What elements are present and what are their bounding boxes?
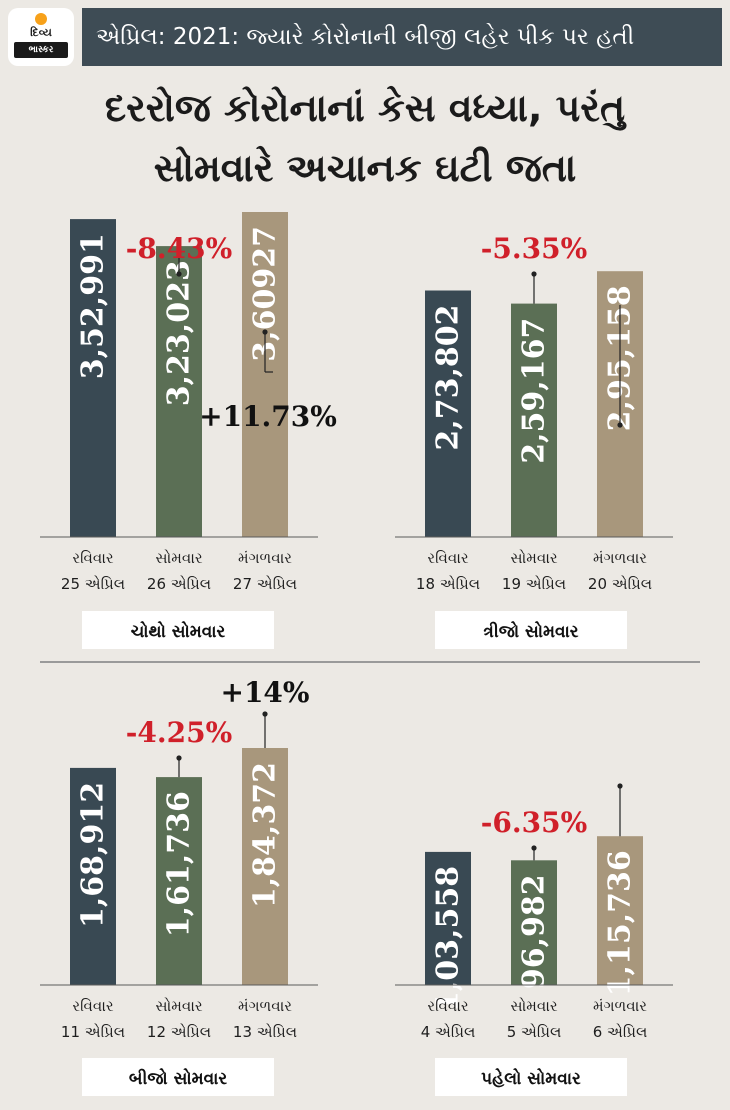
brand-logo: દિવ્ય ભાસ્કર [8, 8, 74, 66]
bar [511, 860, 557, 985]
day-label: રવિવાર [427, 997, 469, 1015]
header-title: એપ્રિલ: 2021: જ્યારે કોરોનાની બીજી લહેર … [82, 8, 722, 66]
date-label: 12 એપ્રિલ [147, 1023, 211, 1041]
day-label: મંગળવાર [593, 997, 647, 1015]
date-label: 27 એપ્રિલ [233, 575, 297, 593]
chart-label: બીજો સોમવાર [129, 1067, 228, 1089]
day-label: સોમવાર [155, 549, 203, 567]
title-line1: દરરોજ કોરોનાનાં કેસ વધ્યા, પરંતુ [104, 86, 626, 130]
date-label: 25 એપ્રિલ [61, 575, 125, 593]
bar [511, 303, 557, 537]
date-label: 19 એપ્રિલ [502, 575, 566, 593]
date-label: 5 એપ્રિલ [507, 1023, 562, 1041]
bar-value-label: 96,982 [517, 874, 552, 989]
change-dot [262, 329, 268, 335]
change-dot [617, 783, 623, 789]
bar-value-label: 1,03,558 [431, 866, 466, 1012]
logo-line1: દિવ્ય [30, 26, 52, 39]
change-up-label: +11.73% [199, 400, 337, 433]
bar [156, 246, 202, 537]
chart-label-box [435, 1058, 627, 1096]
logo-line2: ભાસ્કર [14, 42, 68, 58]
day-label: સોમવાર [510, 549, 558, 567]
date-label: 26 એપ્રિલ [147, 575, 211, 593]
chart-label: ત્રીજો સોમવાર [483, 620, 578, 642]
bar [70, 767, 116, 985]
day-label: રવિવાર [72, 549, 114, 567]
title-line2: સોમવારે અચાનક ઘટી જતા [153, 146, 577, 190]
date-label: 11 એપ્રિલ [61, 1023, 125, 1041]
bar [597, 836, 643, 985]
chart-label-box [435, 611, 627, 649]
bar [156, 777, 202, 985]
date-label: 18 એપ્રિલ [416, 575, 480, 593]
bar [70, 219, 116, 537]
change-dot [176, 755, 182, 761]
change-dot [531, 271, 537, 277]
date-label: 4 એપ્રિલ [421, 1023, 476, 1041]
change-dot [262, 711, 268, 717]
bar-value-label: 1,15,736 [603, 850, 638, 996]
day-label: સોમવાર [155, 997, 203, 1015]
header: દિવ્ય ભાસ્કર એપ્રિલ: 2021: જ્યારે કોરોના… [8, 8, 722, 66]
divider [40, 661, 700, 663]
day-label: મંગળવાર [238, 997, 292, 1015]
bar [425, 851, 471, 985]
sun-icon [35, 13, 47, 25]
bar [425, 290, 471, 537]
date-label: 20 એપ્રિલ [588, 575, 652, 593]
day-label: રવિવાર [427, 549, 469, 567]
change-dot [531, 845, 537, 851]
bar [242, 212, 288, 537]
bar-value-label: 1,68,912 [76, 782, 111, 928]
bar-value-label: 1,84,372 [248, 762, 283, 908]
bar [242, 748, 288, 985]
day-label: મંગળવાર [593, 549, 647, 567]
bar-value-label: 2,73,802 [431, 304, 466, 450]
bar-value-label: 3,23,023 [162, 260, 197, 406]
change-dot [176, 271, 182, 277]
bar-value-label: 1,61,736 [162, 791, 197, 937]
chart-label: પહેલો સોમવાર [481, 1067, 581, 1089]
change-down-label: -6.35% [481, 806, 587, 839]
chart-label-box [82, 1058, 274, 1096]
bar-value-label: 3,52,991 [76, 233, 111, 379]
change-up-label: +14% [220, 676, 309, 709]
chart-label: ચોથો સોમવાર [131, 620, 226, 642]
bar-value-label: 2,59,167 [517, 318, 552, 464]
chart-label-box [82, 611, 274, 649]
date-label: 6 એપ્રિલ [593, 1023, 648, 1041]
change-down-label: -4.25% [126, 716, 232, 749]
date-label: 13 એપ્રિલ [233, 1023, 297, 1041]
day-label: રવિવાર [72, 997, 114, 1015]
change-down-label: -8.43% [126, 232, 232, 265]
change-dot [617, 422, 623, 428]
day-label: મંગળવાર [238, 549, 292, 567]
change-down-label: -5.35% [481, 232, 587, 265]
day-label: સોમવાર [510, 997, 558, 1015]
